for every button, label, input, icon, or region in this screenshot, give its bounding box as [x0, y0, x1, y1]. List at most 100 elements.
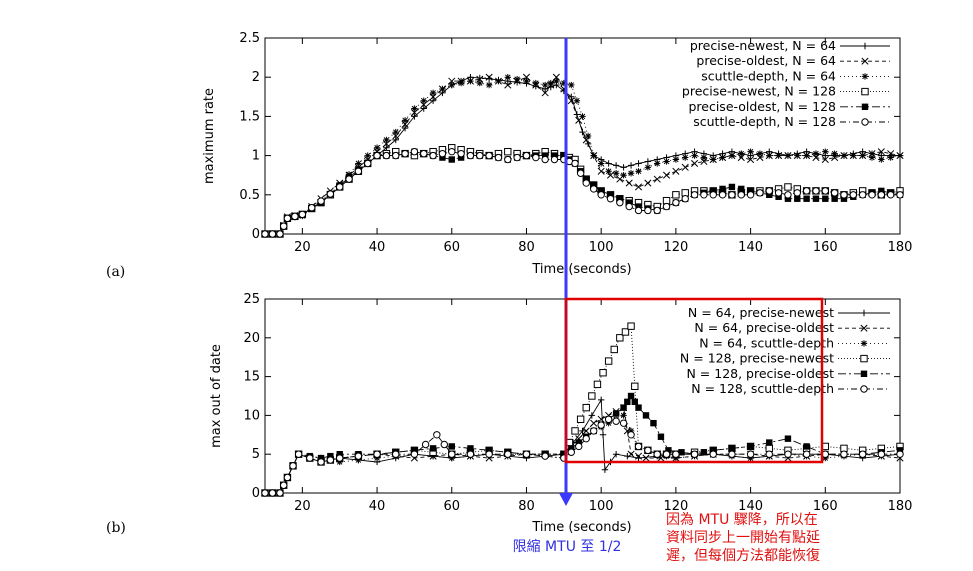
- x-ticks: 20 40 60 80 100 120 140 160 180: [294, 38, 912, 255]
- data-point: [576, 169, 585, 177]
- data-point: [553, 77, 560, 85]
- data-point: [605, 160, 612, 167]
- data-point: [504, 74, 511, 81]
- data-point: [547, 79, 554, 87]
- data-point: [317, 454, 325, 462]
- data-point: [429, 151, 437, 160]
- x-tick-label: 20: [294, 240, 311, 255]
- legend-swatch-marker: [861, 103, 869, 110]
- data-point: [276, 230, 284, 238]
- data-point: [877, 191, 886, 199]
- data-point: [421, 440, 430, 449]
- data-point: [261, 230, 269, 238]
- data-point: [653, 206, 661, 215]
- data-point: [896, 191, 904, 199]
- data-point: [681, 163, 689, 171]
- data-point: [448, 147, 456, 156]
- data-point: [607, 191, 614, 198]
- panel-label-a: (a): [106, 264, 125, 280]
- data-point: [627, 392, 635, 400]
- data-point: [590, 185, 598, 193]
- x-tick-label: 20: [294, 499, 311, 514]
- data-point: [728, 450, 736, 458]
- data-point: [550, 155, 559, 164]
- data-point: [604, 415, 613, 423]
- data-point: [420, 105, 427, 112]
- data-point: [812, 150, 820, 157]
- data-point: [681, 195, 689, 203]
- data-point: [709, 450, 717, 458]
- data-point: [336, 183, 344, 191]
- data-point: [306, 454, 314, 462]
- data-point: [355, 456, 362, 464]
- y-tick-label: 0: [252, 486, 260, 501]
- data-point: [794, 195, 801, 202]
- data-point: [401, 117, 409, 124]
- data-point: [784, 450, 792, 458]
- data-point: [620, 412, 627, 419]
- data-point: [728, 152, 736, 159]
- box-annotation-line-3: 遲，但每個方法都能恢復: [666, 547, 820, 564]
- data-point: [747, 148, 754, 155]
- data-point: [601, 466, 609, 473]
- data-point: [766, 152, 773, 159]
- data-point: [593, 380, 602, 389]
- data-point: [756, 189, 764, 197]
- chart-max-out-of-date: 0 5 10 15 20 25 20 40 60 80 100 120 140 160 180 Time …: [209, 292, 912, 535]
- data-point: [868, 191, 876, 199]
- data-point: [821, 187, 829, 195]
- data-point: [433, 431, 441, 439]
- data-point: [620, 172, 627, 179]
- data-point: [625, 179, 633, 187]
- data-point: [354, 452, 363, 460]
- data-point: [568, 81, 575, 89]
- mtu-arrow-head: [559, 493, 573, 506]
- data-point: [541, 452, 549, 460]
- legend-swatch-marker: [861, 57, 869, 65]
- legend-swatch-marker: [861, 73, 869, 80]
- data-point: [541, 89, 549, 97]
- y-tick-label: 5: [252, 447, 260, 462]
- data-point: [616, 198, 624, 207]
- data-point: [728, 183, 736, 191]
- data-point: [504, 147, 512, 156]
- data-point: [567, 97, 575, 105]
- data-point: [429, 452, 437, 460]
- data-point: [624, 398, 631, 406]
- data-point: [317, 197, 325, 205]
- legend-label: precise-oldest, N = 64: [696, 53, 836, 68]
- data-point: [597, 421, 605, 429]
- data-point: [522, 151, 531, 160]
- data-point: [728, 445, 736, 452]
- legend-swatch-marker: [860, 324, 868, 332]
- data-point: [560, 79, 568, 87]
- data-point: [802, 187, 811, 195]
- data-point: [485, 450, 493, 458]
- data-point: [504, 450, 512, 458]
- data-point: [896, 450, 904, 458]
- data-point: [364, 159, 372, 168]
- data-point: [326, 190, 335, 198]
- data-point: [448, 450, 456, 458]
- data-point: [794, 152, 801, 159]
- data-point: [448, 454, 455, 462]
- data-point: [382, 151, 391, 160]
- data-point: [582, 403, 590, 412]
- data-point: [812, 187, 820, 195]
- data-point: [597, 191, 605, 199]
- data-point: [644, 164, 652, 171]
- x-tick-label: 60: [443, 499, 460, 514]
- data-point: [627, 431, 635, 439]
- data-point: [513, 75, 521, 83]
- y-tick-label: 2.5: [239, 31, 260, 46]
- data-point: [719, 185, 726, 193]
- data-point: [665, 447, 672, 454]
- data-point: [690, 450, 699, 458]
- data-point: [541, 81, 549, 89]
- data-point: [485, 81, 493, 89]
- data-point: [317, 458, 325, 466]
- data-point: [654, 160, 661, 167]
- data-point: [784, 183, 792, 191]
- data-point: [279, 222, 288, 230]
- data-point: [429, 97, 437, 104]
